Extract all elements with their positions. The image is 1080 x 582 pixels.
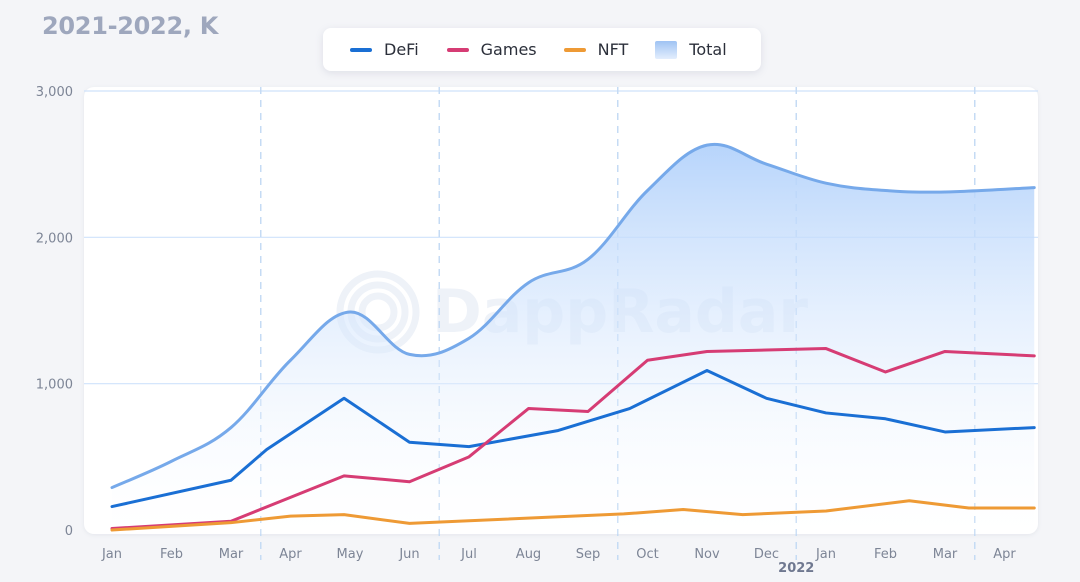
series-area-total xyxy=(112,144,1035,534)
x-tick-label: Oct xyxy=(636,547,658,562)
x-tick-label: Aug xyxy=(516,547,541,562)
year-label: 2022 xyxy=(778,561,814,576)
legend-swatch-defi xyxy=(350,47,372,52)
y-tick-label: 2,000 xyxy=(36,231,73,246)
legend-swatch-nft xyxy=(563,47,586,52)
legend-swatch-games xyxy=(446,47,469,52)
legend-label-defi: DeFi xyxy=(384,40,419,59)
x-tick-label: Mar xyxy=(219,547,244,562)
chart-title: 2021-2022, K xyxy=(42,12,219,40)
legend-item-total[interactable]: Total xyxy=(655,40,727,59)
x-tick-label: Feb xyxy=(874,547,897,562)
x-tick-label: Jul xyxy=(460,547,477,562)
series-line-defi xyxy=(110,368,1036,509)
chart-legend: DeFi Games NFT Total xyxy=(323,28,761,71)
legend-swatch-total xyxy=(655,40,678,59)
y-tick-label: 1,000 xyxy=(36,378,73,393)
y-tick-label: 0 xyxy=(65,524,73,539)
x-tick-label: Jun xyxy=(398,547,419,562)
x-tick-label: Feb xyxy=(160,547,183,562)
series-line-total xyxy=(110,142,1036,490)
x-tick-label: Jan xyxy=(815,547,836,562)
legend-label-nft: NFT xyxy=(597,40,629,59)
x-tick-label: Dec xyxy=(754,547,779,562)
x-tick-label: Sep xyxy=(576,547,601,562)
y-tick-label: 3,000 xyxy=(36,85,73,100)
legend-item-nft[interactable]: NFT xyxy=(563,40,629,59)
x-tick-label: Apr xyxy=(279,547,302,562)
x-tick-label: Nov xyxy=(694,547,720,562)
x-tick-label: Jan xyxy=(101,547,122,562)
x-tick-label: May xyxy=(337,547,364,562)
x-tick-label: Apr xyxy=(993,547,1016,562)
series-line-games xyxy=(110,347,1036,531)
legend-label-games: Games xyxy=(480,40,537,59)
legend-label-total: Total xyxy=(689,40,727,59)
x-tick-label: Mar xyxy=(933,547,958,562)
legend-item-games[interactable]: Games xyxy=(446,40,537,59)
series-line-nft xyxy=(110,499,1036,532)
legend-item-defi[interactable]: DeFi xyxy=(350,40,419,59)
